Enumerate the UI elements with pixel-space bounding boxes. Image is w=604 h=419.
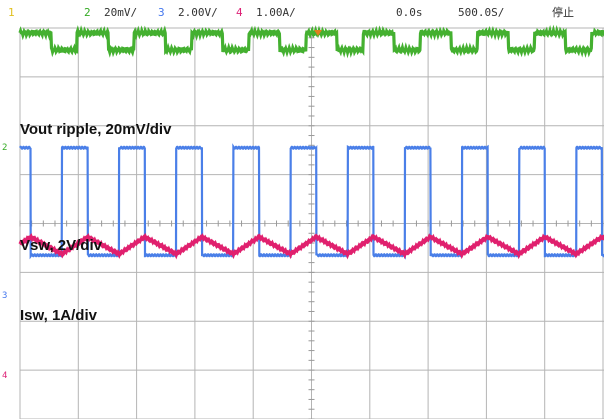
isw-annotation: Isw, 1A/div (20, 307, 98, 324)
ch2-ground-marker: 2 (2, 143, 7, 153)
ch2-scale: 20mV/ (104, 6, 137, 19)
ch2-number: 2 (84, 6, 91, 19)
vsw-annotation: Vsw, 2V/div (20, 237, 103, 254)
trigger-delay: 0.0s (396, 6, 423, 19)
ch4-number: 4 (236, 6, 243, 19)
status-bar: 1 2 20mV/ 3 2.00V/ 4 1.00A/ 0.0s 500.0S/… (8, 5, 574, 19)
isw-trace (18, 232, 604, 260)
ch3-ground-marker: 3 (2, 291, 7, 301)
ch3-number: 3 (158, 6, 165, 19)
vsw-trace (19, 143, 604, 260)
ch4-scale: 1.00A/ (256, 6, 296, 19)
acquisition-mode: 停止 (552, 5, 574, 19)
ch4-ground-marker: 4 (2, 371, 7, 381)
vout-annotation: Vout ripple, 20mV/div (20, 121, 172, 138)
trigger-position-marker (314, 30, 322, 36)
waveform-traces (18, 24, 604, 260)
vout-ripple-trace (18, 24, 604, 59)
ch1-number: 1 (8, 6, 15, 19)
ch3-scale: 2.00V/ (178, 6, 218, 19)
timebase: 500.0S/ (458, 6, 504, 19)
